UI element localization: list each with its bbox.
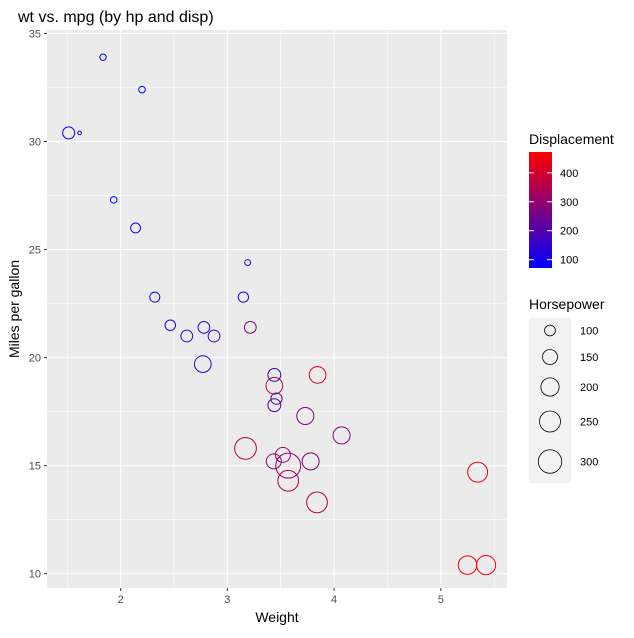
data-point [308,366,327,384]
data-point [267,398,282,413]
horsepower-legend-label: 100 [580,326,598,338]
data-point [138,85,146,94]
displacement-legend-label: 200 [560,226,578,238]
displacement-colorbar [529,152,552,268]
horsepower-legend-key [529,403,571,440]
horsepower-legend-symbol [539,410,561,433]
displacement-legend-label: 100 [560,255,578,267]
horsepower-legend-key [529,440,571,483]
y-tick-label: 15 [29,461,41,473]
horsepower-legend: Horsepower 100 150 200 250 300 [529,296,605,483]
displacement-legend-title: Displacement [529,131,614,147]
grid-lines [47,30,507,588]
data-point [275,452,302,479]
horsepower-legend-symbol [537,449,563,474]
data-point [301,452,320,471]
horsepower-legend-key [529,371,571,403]
x-tick-label: 2 [118,594,124,606]
data-point [265,376,284,395]
data-point [193,355,212,373]
axes: 2 3 4 5 10 15 20 25 30 35 [29,28,444,606]
horsepower-legend-label: 150 [580,352,598,364]
plot-panel [47,30,507,588]
y-tick-label: 30 [29,137,41,149]
data-point [296,406,315,425]
data-point [265,453,282,470]
horsepower-legend-label: 200 [580,382,598,394]
x-tick-label: 4 [331,594,337,606]
data-point [109,196,118,204]
displacement-legend-label: 400 [560,168,578,180]
x-tick-label: 3 [224,594,230,606]
x-axis-title: Weight [255,609,298,625]
data-point [237,291,250,303]
data-point [244,259,252,266]
data-point [243,320,257,334]
data-point [274,446,291,463]
displacement-legend-label: 300 [560,197,578,209]
data-point [277,469,300,492]
data-point [180,329,194,343]
data-point [77,130,82,136]
data-point [234,437,257,460]
data-point [164,319,177,331]
horsepower-legend-key [529,318,571,343]
chart-title: wt vs. mpg (by hp and disp) [17,9,214,26]
data-point [267,367,282,382]
x-tick-label: 5 [438,594,444,606]
horsepower-legend-keys: 100 150 200 250 300 [529,318,598,483]
horsepower-legend-title: Horsepower [529,296,605,312]
y-tick-label: 10 [29,569,41,581]
data-point [207,329,221,343]
horsepower-legend-symbol [542,349,558,365]
horsepower-legend-symbol [540,377,560,397]
horsepower-legend-label: 300 [580,457,598,469]
horsepower-legend-symbol [544,324,556,337]
data-point [130,222,142,234]
y-tick-label: 35 [29,28,41,40]
y-axis-title: Miles per gallon [6,260,22,358]
y-tick-label: 25 [29,245,41,257]
data-point [332,426,351,445]
data-point [306,491,328,514]
horsepower-legend-key [529,343,571,371]
data-point [457,555,478,575]
data-point [149,291,161,303]
displacement-legend: Displacement 100 200 300 400 [529,131,614,268]
data-point [467,461,489,483]
y-tick-label: 20 [29,353,41,365]
data-points [62,53,497,576]
data-point [270,392,283,405]
displacement-legend-ticks: 100 200 300 400 [529,168,578,267]
data-point [62,126,76,140]
horsepower-legend-label: 250 [580,417,598,429]
data-point [99,53,107,61]
data-point [197,321,211,334]
